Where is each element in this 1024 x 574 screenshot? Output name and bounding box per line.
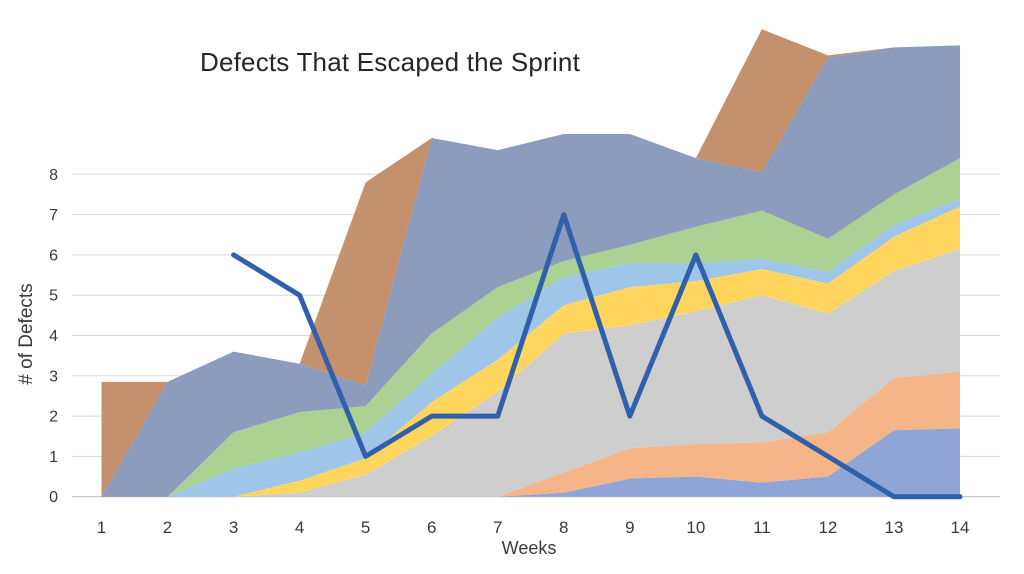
y-tick-label-1: 1 bbox=[49, 449, 58, 466]
x-axis-title: Weeks bbox=[501, 538, 557, 558]
area-peach bbox=[101, 371, 961, 497]
x-tick-label-8: 8 bbox=[559, 518, 568, 537]
y-tick-label-2: 2 bbox=[49, 409, 58, 426]
x-tick-label-4: 4 bbox=[295, 518, 304, 537]
x-tick-label-5: 5 bbox=[361, 518, 370, 537]
x-tick-label-7: 7 bbox=[493, 518, 502, 537]
area-green bbox=[101, 158, 961, 497]
area-blue bbox=[101, 428, 961, 497]
x-tick-label-12: 12 bbox=[818, 518, 837, 537]
chart-title: Defects That Escaped the Sprint bbox=[199, 47, 581, 77]
area-gray bbox=[101, 248, 961, 497]
x-tick-label-13: 13 bbox=[885, 518, 904, 537]
x-tick-label-14: 14 bbox=[951, 518, 970, 537]
x-tick-label-11: 11 bbox=[753, 518, 771, 537]
x-tick-label-9: 9 bbox=[625, 518, 634, 537]
y-tick-label-6: 6 bbox=[49, 247, 58, 264]
y-tick-label-4: 4 bbox=[49, 328, 58, 345]
y-tick-label-0: 0 bbox=[49, 489, 58, 506]
x-tick-label-6: 6 bbox=[427, 518, 436, 537]
y-tick-label-5: 5 bbox=[49, 288, 58, 305]
x-tick-label-2: 2 bbox=[163, 518, 172, 537]
x-tick-label-10: 10 bbox=[686, 518, 705, 537]
area-yellow bbox=[101, 206, 961, 497]
x-tick-label-3: 3 bbox=[229, 518, 238, 537]
area-tan bbox=[101, 29, 961, 497]
y-tick-label-7: 7 bbox=[49, 207, 58, 224]
y-tick-label-8: 8 bbox=[49, 167, 58, 184]
y-tick-label-3: 3 bbox=[49, 368, 58, 385]
area-slate bbox=[101, 45, 961, 497]
x-tick-label-1: 1 bbox=[97, 518, 106, 537]
escaped-defects-line bbox=[231, 212, 963, 500]
